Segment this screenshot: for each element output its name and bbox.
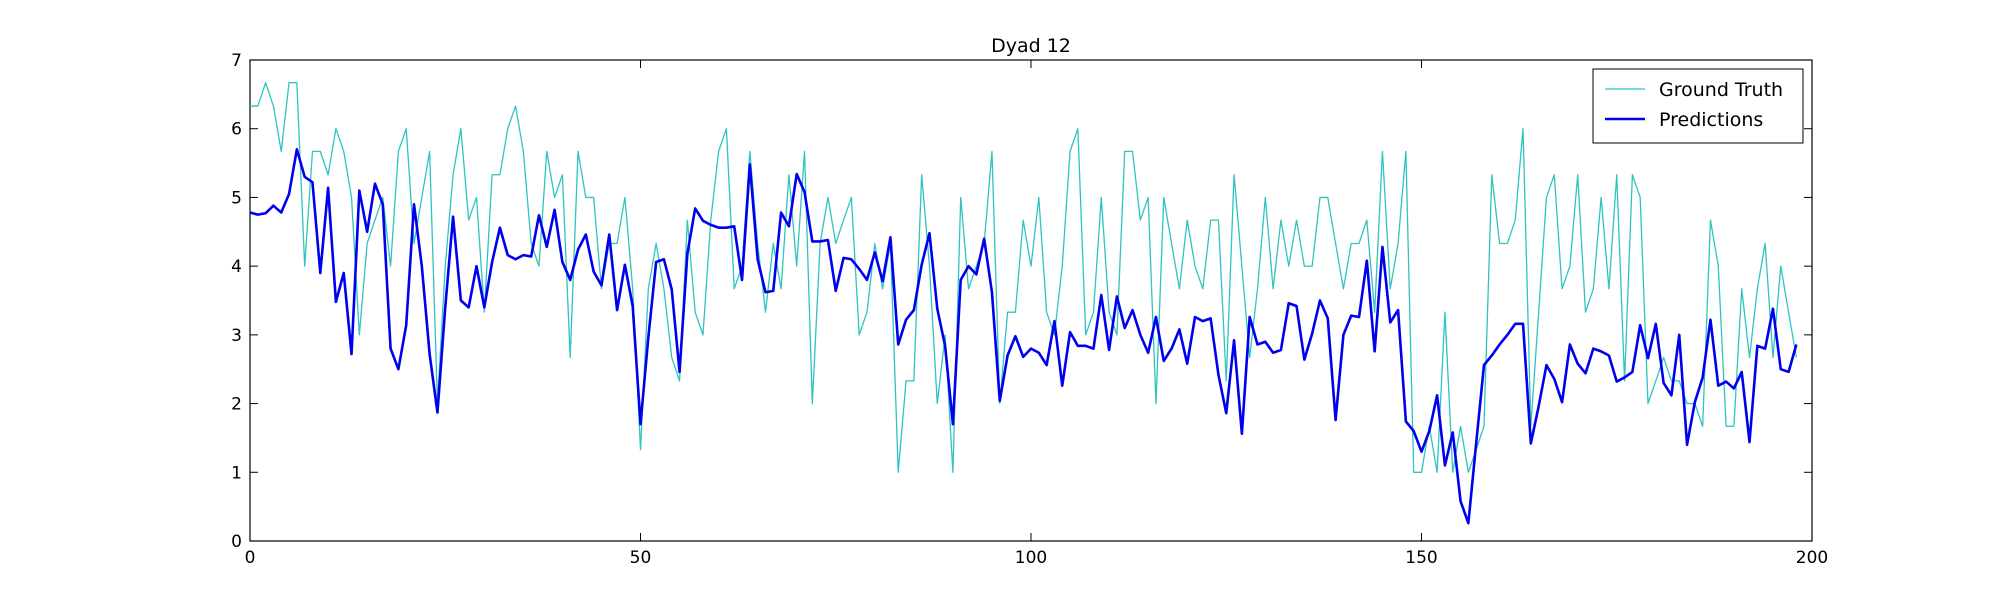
y-tick-label: 7 xyxy=(231,51,242,71)
series-layer xyxy=(249,82,1798,525)
y-tick-label: 0 xyxy=(231,532,242,552)
legend-box xyxy=(1592,68,1804,144)
chart-title: Dyad 12 xyxy=(991,35,1071,57)
legend-label-predictions: Predictions xyxy=(1659,109,1763,131)
x-tick-label: 150 xyxy=(1405,548,1437,568)
legend: Ground Truth Predictions xyxy=(1592,68,1804,144)
y-tick-label: 5 xyxy=(231,188,242,208)
y-tick-label: 2 xyxy=(231,395,242,415)
x-tick-label: 50 xyxy=(630,548,652,568)
legend-label-ground-truth: Ground Truth xyxy=(1659,79,1783,101)
x-tick-label: 0 xyxy=(245,548,256,568)
y-tick-label: 4 xyxy=(231,257,242,277)
x-tick-label: 100 xyxy=(1015,548,1047,568)
y-tick-label: 1 xyxy=(231,463,242,483)
x-tick-label: 200 xyxy=(1796,548,1828,568)
y-tick-label: 3 xyxy=(231,326,242,346)
series-line-ground-truth xyxy=(250,82,1798,473)
axis-ticks: 0 50 100 150 200 0 1 2 3 4 5 6 7 xyxy=(231,51,1828,568)
y-tick-label: 6 xyxy=(231,120,242,140)
series-line-predictions xyxy=(249,148,1798,525)
